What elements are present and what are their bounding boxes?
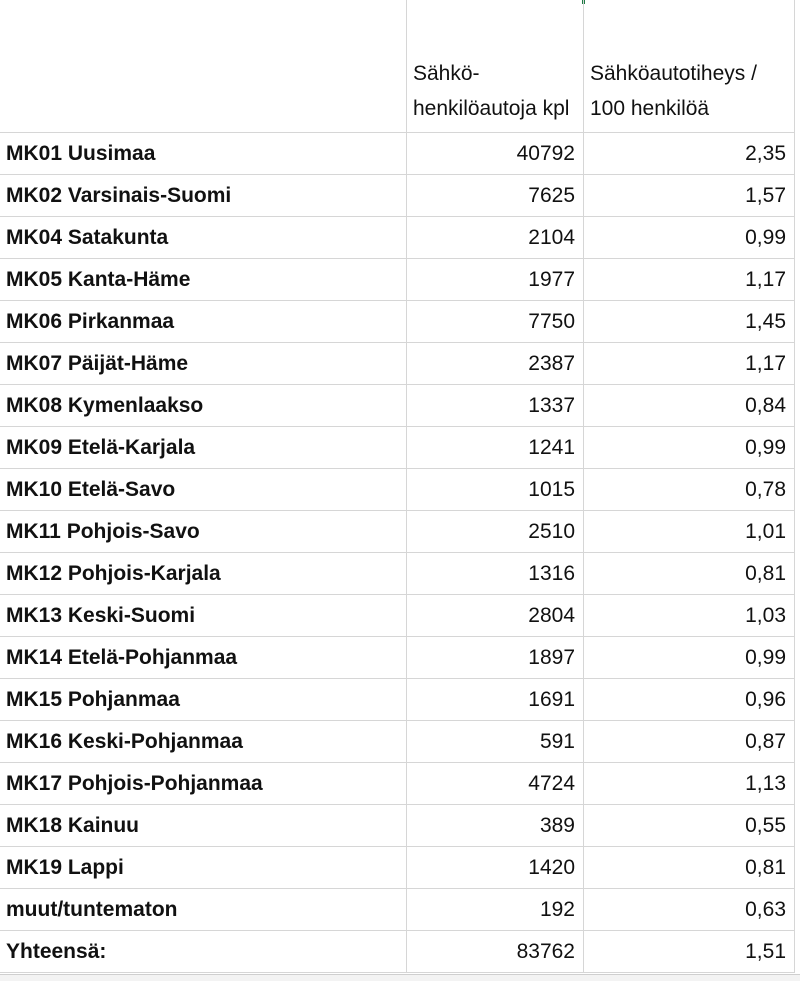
sheet-bottom-edge — [0, 974, 800, 981]
table-row: MK12 Pohjois-Karjala 1316 0,81 — [0, 552, 795, 595]
table-row: MK10 Etelä-Savo 1015 0,78 — [0, 468, 795, 511]
count-cell[interactable]: 1015 — [406, 468, 584, 511]
density-cell[interactable]: 0,99 — [583, 636, 795, 679]
count-cell[interactable]: 1420 — [406, 846, 584, 889]
region-cell[interactable]: MK04 Satakunta — [0, 216, 407, 259]
table-row: MK16 Keski-Pohjanmaa 591 0,87 — [0, 720, 795, 763]
region-cell[interactable]: MK05 Kanta-Häme — [0, 258, 407, 301]
region-cell[interactable]: MK10 Etelä-Savo — [0, 468, 407, 511]
density-cell[interactable]: 0,55 — [583, 804, 795, 847]
density-cell[interactable]: 0,99 — [583, 426, 795, 469]
header-cell-density[interactable]: Sähköautotiheys / 100 henkilöä — [583, 0, 795, 133]
density-cell[interactable]: 1,17 — [583, 342, 795, 385]
density-cell[interactable]: 0,99 — [583, 216, 795, 259]
region-cell[interactable]: MK02 Varsinais-Suomi — [0, 174, 407, 217]
region-cell[interactable]: MK18 Kainuu — [0, 804, 407, 847]
count-cell[interactable]: 1337 — [406, 384, 584, 427]
density-cell[interactable]: 1,17 — [583, 258, 795, 301]
table-row: MK06 Pirkanmaa 7750 1,45 — [0, 300, 795, 343]
count-cell[interactable]: 1241 — [406, 426, 584, 469]
region-cell[interactable]: MK06 Pirkanmaa — [0, 300, 407, 343]
density-cell[interactable]: 0,81 — [583, 846, 795, 889]
region-cell[interactable]: MK17 Pohjois-Pohjanmaa — [0, 762, 407, 805]
region-cell[interactable]: muut/tuntematon — [0, 888, 407, 931]
density-cell[interactable]: 2,35 — [583, 132, 795, 175]
count-cell[interactable]: 1897 — [406, 636, 584, 679]
table-row: MK13 Keski-Suomi 2804 1,03 — [0, 594, 795, 637]
density-cell[interactable]: 0,78 — [583, 468, 795, 511]
count-cell[interactable]: 40792 — [406, 132, 584, 175]
table-row: MK14 Etelä-Pohjanmaa 1897 0,99 — [0, 636, 795, 679]
count-cell[interactable]: 7750 — [406, 300, 584, 343]
count-cell[interactable]: 2104 — [406, 216, 584, 259]
region-cell[interactable]: MK11 Pohjois-Savo — [0, 510, 407, 553]
table-row: MK04 Satakunta 2104 0,99 — [0, 216, 795, 259]
density-cell[interactable]: 0,87 — [583, 720, 795, 763]
count-cell[interactable]: 4724 — [406, 762, 584, 805]
region-cell[interactable]: MK07 Päijät-Häme — [0, 342, 407, 385]
header-row: Sähkö-henkilöautoja kpl Sähköautotiheys … — [0, 0, 795, 133]
header-cell-count[interactable]: Sähkö-henkilöautoja kpl — [406, 0, 584, 133]
density-cell[interactable]: 1,13 — [583, 762, 795, 805]
table-row: muut/tuntematon 192 0,63 — [0, 888, 795, 931]
region-cell[interactable]: Yhteensä: — [0, 930, 407, 973]
region-cell[interactable]: MK14 Etelä-Pohjanmaa — [0, 636, 407, 679]
count-cell[interactable]: 83762 — [406, 930, 584, 973]
table-row: MK07 Päijät-Häme 2387 1,17 — [0, 342, 795, 385]
table-row: MK18 Kainuu 389 0,55 — [0, 804, 795, 847]
density-cell[interactable]: 1,03 — [583, 594, 795, 637]
table-row: MK05 Kanta-Häme 1977 1,17 — [0, 258, 795, 301]
region-cell[interactable]: MK19 Lappi — [0, 846, 407, 889]
count-cell[interactable]: 1977 — [406, 258, 584, 301]
region-cell[interactable]: MK09 Etelä-Karjala — [0, 426, 407, 469]
region-cell[interactable]: MK08 Kymenlaakso — [0, 384, 407, 427]
region-cell[interactable]: MK12 Pohjois-Karjala — [0, 552, 407, 595]
table-row: MK19 Lappi 1420 0,81 — [0, 846, 795, 889]
count-cell[interactable]: 2804 — [406, 594, 584, 637]
density-cell[interactable]: 1,57 — [583, 174, 795, 217]
table-row: MK08 Kymenlaakso 1337 0,84 — [0, 384, 795, 427]
count-cell[interactable]: 389 — [406, 804, 584, 847]
count-cell[interactable]: 192 — [406, 888, 584, 931]
density-cell[interactable]: 1,51 — [583, 930, 795, 973]
density-cell[interactable]: 0,96 — [583, 678, 795, 721]
table-row: MK01 Uusimaa 40792 2,35 — [0, 132, 795, 175]
count-cell[interactable]: 1316 — [406, 552, 584, 595]
table-row: MK02 Varsinais-Suomi 7625 1,57 — [0, 174, 795, 217]
table-row: MK17 Pohjois-Pohjanmaa 4724 1,13 — [0, 762, 795, 805]
density-cell[interactable]: 1,01 — [583, 510, 795, 553]
table-row: MK15 Pohjanmaa 1691 0,96 — [0, 678, 795, 721]
density-cell[interactable]: 0,63 — [583, 888, 795, 931]
region-cell[interactable]: MK16 Keski-Pohjanmaa — [0, 720, 407, 763]
count-cell[interactable]: 591 — [406, 720, 584, 763]
count-cell[interactable]: 7625 — [406, 174, 584, 217]
count-cell[interactable]: 2510 — [406, 510, 584, 553]
region-cell[interactable]: MK13 Keski-Suomi — [0, 594, 407, 637]
region-cell[interactable]: MK01 Uusimaa — [0, 132, 407, 175]
table-row: MK11 Pohjois-Savo 2510 1,01 — [0, 510, 795, 553]
density-cell[interactable]: 0,81 — [583, 552, 795, 595]
density-cell[interactable]: 0,84 — [583, 384, 795, 427]
table-row: Yhteensä: 83762 1,51 — [0, 930, 795, 973]
density-cell[interactable]: 1,45 — [583, 300, 795, 343]
region-cell[interactable]: MK15 Pohjanmaa — [0, 678, 407, 721]
count-cell[interactable]: 2387 — [406, 342, 584, 385]
count-cell[interactable]: 1691 — [406, 678, 584, 721]
table-row: MK09 Etelä-Karjala 1241 0,99 — [0, 426, 795, 469]
header-cell-region[interactable] — [0, 0, 407, 133]
